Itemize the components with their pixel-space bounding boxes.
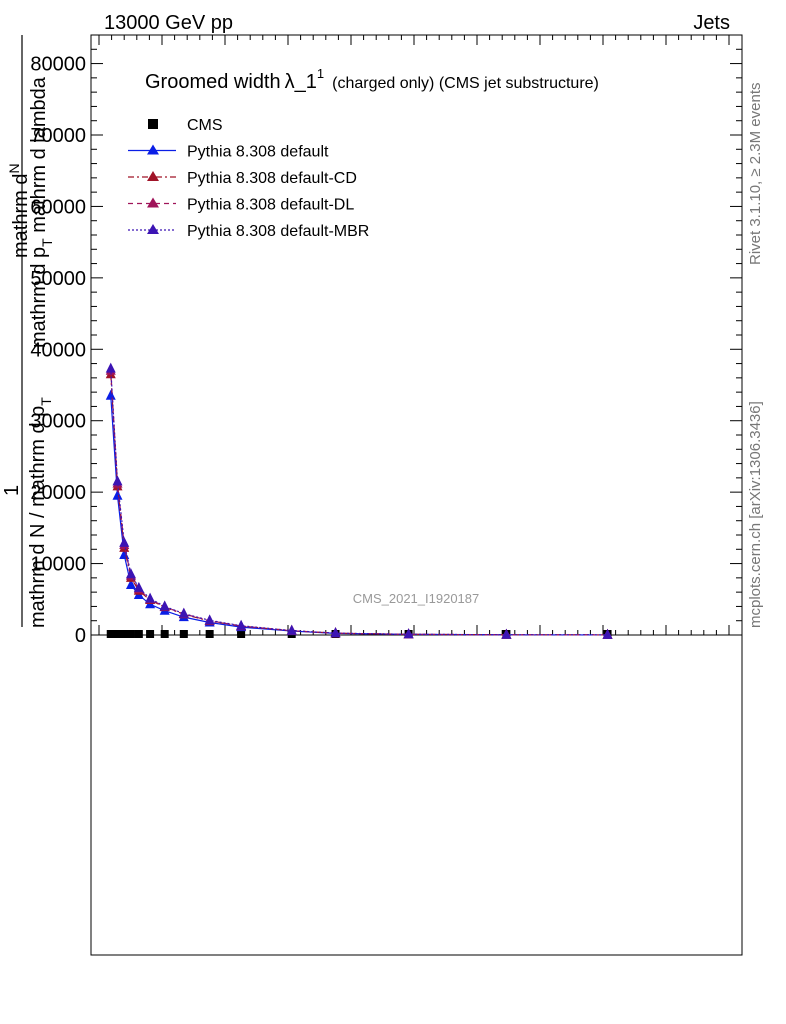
data-point [112, 489, 123, 500]
legend-marker [148, 119, 158, 129]
data-point [178, 607, 189, 618]
legend-marker [147, 197, 159, 208]
series-layer [105, 362, 613, 639]
data-point [205, 630, 214, 638]
y-tick-label: 30000 [30, 411, 86, 433]
data-point [145, 592, 156, 603]
rivet-label: Rivet 3.1.10, ≥ 2.3M events [747, 83, 764, 266]
data-point [179, 630, 188, 638]
legend-label: Pythia 8.308 default-DL [187, 197, 354, 214]
y-tick-label: 10000 [30, 554, 86, 576]
data-point [120, 630, 129, 638]
axis-ticks [91, 34, 742, 636]
legend-entry: Pythia 8.308 default-DL [128, 197, 354, 214]
data-point [106, 630, 115, 638]
y-tick-label: 70000 [30, 125, 86, 147]
legend-marker [147, 144, 159, 155]
legend-entry: Pythia 8.308 default-CD [128, 170, 357, 187]
legend-label: Pythia 8.308 default-MBR [187, 223, 369, 240]
legend-label: CMS [187, 117, 223, 134]
legend-label: Pythia 8.308 default-CD [187, 170, 357, 187]
y-label-one: 1 [1, 485, 23, 496]
mcplots-label: mcplots.cern.ch [arXiv:1306.3436] [747, 401, 764, 628]
legend-entry: Pythia 8.308 default-MBR [128, 223, 369, 240]
y-tick-label: 60000 [30, 196, 86, 218]
legend: CMS Pythia 8.308 default Pythia 8.308 defa… [128, 117, 369, 240]
data-point [159, 600, 170, 611]
y-label-numerator-1: mathrm dN [6, 163, 32, 258]
energy-label: 13000 GeV pp [104, 12, 233, 34]
data-point [133, 581, 144, 592]
data-point [236, 619, 247, 630]
y-label-denominator: mathrm d N / mathrm d pT [27, 397, 54, 628]
y-tick-label: 0 [75, 625, 86, 647]
legend-marker [147, 171, 159, 181]
data-point [105, 362, 116, 373]
analysis-watermark: CMS_2021_I1920187 [353, 591, 480, 606]
data-point [204, 614, 215, 625]
y-tick-label: 40000 [30, 339, 86, 361]
legend-marker [147, 224, 159, 234]
data-point [501, 628, 512, 639]
data-point [134, 630, 143, 638]
chart-title: Groomed width λ_11(charged only) (CMS jet… [145, 66, 599, 93]
data-point [125, 568, 136, 579]
y-label-numerator-2: mathrm d pT mathrm d lambda [28, 76, 55, 348]
process-label: Jets [693, 12, 730, 34]
y-tick-labels: 0 10000 20000 30000 40000 50000 60000 70000 8000… [30, 54, 86, 647]
y-tick-label: 20000 [30, 482, 86, 504]
y-tick-label: 50000 [30, 268, 86, 290]
series-line [110, 368, 608, 636]
data-point [105, 389, 116, 400]
data-point [125, 579, 136, 589]
y-axis-label: mathrm dN mathrm d pT mathrm d lambda 1 … [1, 35, 55, 628]
y-tick-label: 80000 [30, 54, 86, 76]
ratio-plot-frame [90, 634, 743, 956]
data-point [126, 630, 135, 638]
data-point [403, 628, 414, 639]
data-point [119, 536, 130, 547]
legend-label: Pythia 8.308 default [187, 144, 329, 161]
legend-entry: Pythia 8.308 default [128, 144, 329, 161]
series-4 [105, 362, 613, 639]
data-point [113, 630, 122, 638]
legend-entry: CMS [148, 117, 223, 134]
data-point [112, 475, 123, 486]
data-point [330, 627, 341, 638]
data-point [146, 630, 155, 638]
data-point [237, 630, 246, 638]
data-point [602, 628, 613, 639]
data-point [286, 624, 297, 635]
data-point [160, 630, 169, 638]
